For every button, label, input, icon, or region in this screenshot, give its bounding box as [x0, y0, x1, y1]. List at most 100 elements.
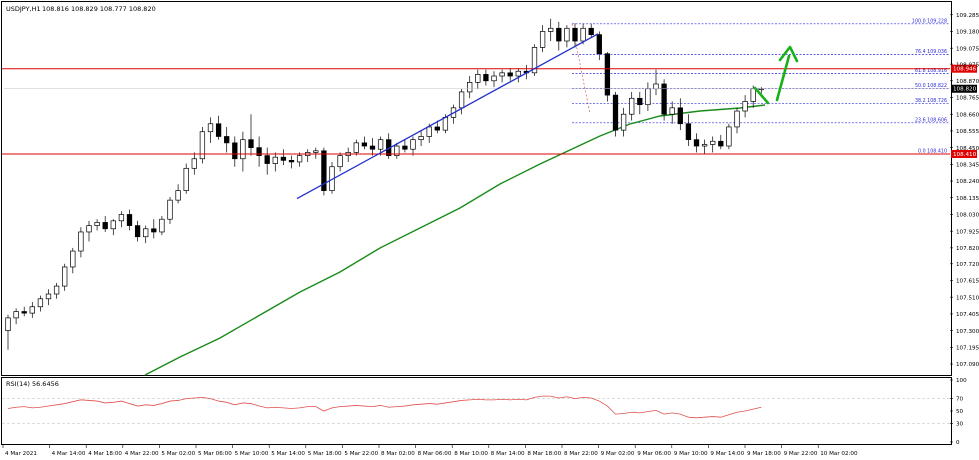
candle-bull	[653, 83, 659, 90]
candle-bull	[183, 167, 189, 191]
candle-bear	[264, 155, 270, 164]
time-tick-label: 8 Mar 02:00	[381, 451, 415, 457]
price-tick-label: 108.450	[956, 146, 979, 152]
candle-bull	[499, 72, 505, 77]
candles	[5, 18, 764, 350]
candle-bull	[337, 155, 343, 168]
candle-bull	[629, 97, 635, 115]
candle-bear	[693, 139, 700, 147]
time-tick-label: 9 Mar 06:00	[637, 451, 671, 457]
rsi-tick-label: 70	[956, 397, 964, 403]
candle-bull	[418, 136, 424, 141]
horizontal-level-tag	[951, 149, 977, 158]
rsi-indicator: 100 70 50 30 0	[2, 378, 967, 446]
candle-bull	[645, 88, 651, 106]
candle-bull	[53, 285, 60, 295]
candle-bear	[483, 74, 489, 82]
candle-bull	[62, 266, 68, 287]
price-tick-label: 107.195	[956, 346, 979, 352]
price-tick-label: 107.820	[956, 246, 979, 252]
rsi-tick-label: 100	[956, 378, 967, 384]
candle-bear	[369, 145, 376, 150]
fib-level-label: 61.8 108.916	[915, 68, 947, 74]
candle-bull	[726, 126, 732, 147]
time-tick-label: 9 Mar 02:00	[601, 451, 635, 457]
candle-bear	[612, 94, 619, 131]
fib-level-label: 38.2 108.726	[915, 98, 947, 104]
horizontal-level-label: 108.410	[953, 152, 977, 158]
candle-bull	[296, 155, 303, 163]
candle-bear	[434, 126, 440, 131]
candle-bull	[458, 91, 465, 109]
price-tick-label: 108.765	[956, 96, 979, 102]
arrow-dip-stroke	[753, 86, 770, 105]
candle-bull	[734, 110, 740, 128]
candle-bear	[637, 97, 643, 106]
time-tick-label: 5 Mar 02:00	[161, 451, 195, 457]
time-tick-label: 4 Mar 14:00	[52, 451, 86, 457]
candle-bull	[442, 117, 449, 131]
candle-bull	[426, 126, 432, 137]
time-tick-label: 5 Mar 10:00	[235, 451, 269, 457]
candle-bull	[701, 144, 708, 147]
candle-bear	[507, 72, 513, 77]
time-tick-label: 4 Mar 18:00	[88, 451, 122, 457]
candle-bear	[134, 225, 141, 238]
fib-level-label: 23.6 108.606	[915, 117, 947, 123]
candle-bear	[596, 34, 602, 55]
candle-bear	[677, 107, 683, 125]
price-tick-label: 108.135	[956, 196, 979, 202]
arrow-up-head	[778, 45, 799, 63]
rsi-tick-label: 30	[956, 421, 964, 427]
candle-bull	[272, 156, 278, 164]
price-tick-label: 107.615	[956, 279, 979, 285]
candle-bull	[750, 88, 756, 102]
candle-bear	[102, 222, 108, 230]
candle-bull	[199, 131, 206, 160]
candle-bull	[86, 225, 92, 233]
time-tick-label: 10 Mar 02:00	[820, 451, 858, 457]
time-tick-label: 9 Mar 14:00	[710, 451, 744, 457]
time-axis: 4 Mar 2021 4 Mar 14:00 4 Mar 18:00 4 Mar 22…	[2, 445, 858, 457]
candle-bull	[491, 75, 497, 82]
current-price-label: 108.820	[953, 87, 977, 93]
time-tick-label: 5 Mar 06:00	[198, 451, 232, 457]
price-tick-label: 108.660	[956, 112, 979, 118]
candle-bull	[394, 145, 400, 156]
candle-bull	[564, 27, 570, 42]
rsi-tick-label: 50	[956, 409, 964, 415]
price-panel	[1, 1, 952, 376]
time-tick-label: 5 Mar 22:00	[344, 451, 378, 457]
candle-bull	[118, 214, 125, 222]
price-tick-label: 107.090	[956, 362, 979, 368]
candle-bull	[475, 74, 481, 83]
candle-bull	[13, 311, 19, 319]
candle-bull	[191, 158, 197, 169]
time-tick-label: 8 Mar 14:00	[491, 451, 525, 457]
time-tick-label: 8 Mar 18:00	[527, 451, 561, 457]
price-axis: 109.285 109.180 109.075 108.975 108.870 108.7…	[950, 13, 979, 368]
fib-level-label: 0.0 108.410	[918, 148, 947, 154]
current-price-tag	[951, 84, 977, 93]
time-tick-label: 4 Mar 2021	[5, 451, 37, 457]
candle-bear	[718, 140, 724, 147]
time-tick-label: 8 Mar 22:00	[564, 451, 598, 457]
time-tick-label: 9 Mar 10:00	[674, 451, 708, 457]
candle-bull	[143, 228, 149, 238]
price-tick-label: 108.555	[956, 129, 979, 135]
price-tick-label: 107.510	[956, 295, 979, 301]
time-tick-label: 4 Mar 22:00	[125, 451, 159, 457]
candle-bear	[21, 311, 27, 314]
price-tick-label: 109.180	[956, 30, 979, 36]
candle-bear	[151, 228, 157, 233]
candle-bull	[5, 317, 11, 331]
candle-bear	[256, 147, 262, 156]
bullish-trendline	[296, 33, 599, 200]
candle-bull	[159, 218, 165, 233]
candle-bull	[45, 293, 52, 300]
candle-bull	[467, 82, 473, 93]
price-tick-label: 109.285	[956, 13, 979, 19]
fib-level-label: 50.0 108.822	[915, 83, 947, 89]
candle-bull	[515, 70, 521, 77]
